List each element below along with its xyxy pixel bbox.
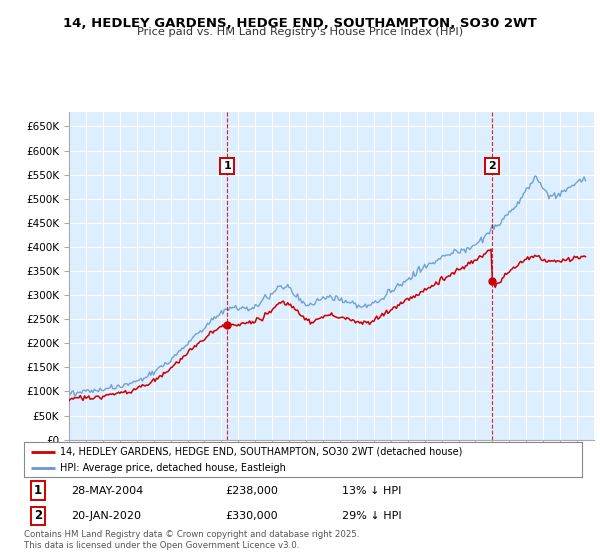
Text: Price paid vs. HM Land Registry's House Price Index (HPI): Price paid vs. HM Land Registry's House …: [137, 27, 463, 37]
Text: 1: 1: [223, 161, 231, 171]
Text: 2: 2: [34, 510, 42, 522]
Text: 2: 2: [488, 161, 496, 171]
Text: HPI: Average price, detached house, Eastleigh: HPI: Average price, detached house, East…: [60, 463, 286, 473]
Text: 13% ↓ HPI: 13% ↓ HPI: [342, 486, 401, 496]
Text: Contains HM Land Registry data © Crown copyright and database right 2025.
This d: Contains HM Land Registry data © Crown c…: [24, 530, 359, 550]
Text: 14, HEDLEY GARDENS, HEDGE END, SOUTHAMPTON, SO30 2WT: 14, HEDLEY GARDENS, HEDGE END, SOUTHAMPT…: [63, 17, 537, 30]
Text: £238,000: £238,000: [225, 486, 278, 496]
Text: £330,000: £330,000: [225, 511, 278, 521]
Text: 29% ↓ HPI: 29% ↓ HPI: [342, 511, 401, 521]
Text: 14, HEDLEY GARDENS, HEDGE END, SOUTHAMPTON, SO30 2WT (detached house): 14, HEDLEY GARDENS, HEDGE END, SOUTHAMPT…: [60, 447, 463, 457]
Text: 1: 1: [34, 484, 42, 497]
Text: 28-MAY-2004: 28-MAY-2004: [71, 486, 143, 496]
Text: 20-JAN-2020: 20-JAN-2020: [71, 511, 142, 521]
